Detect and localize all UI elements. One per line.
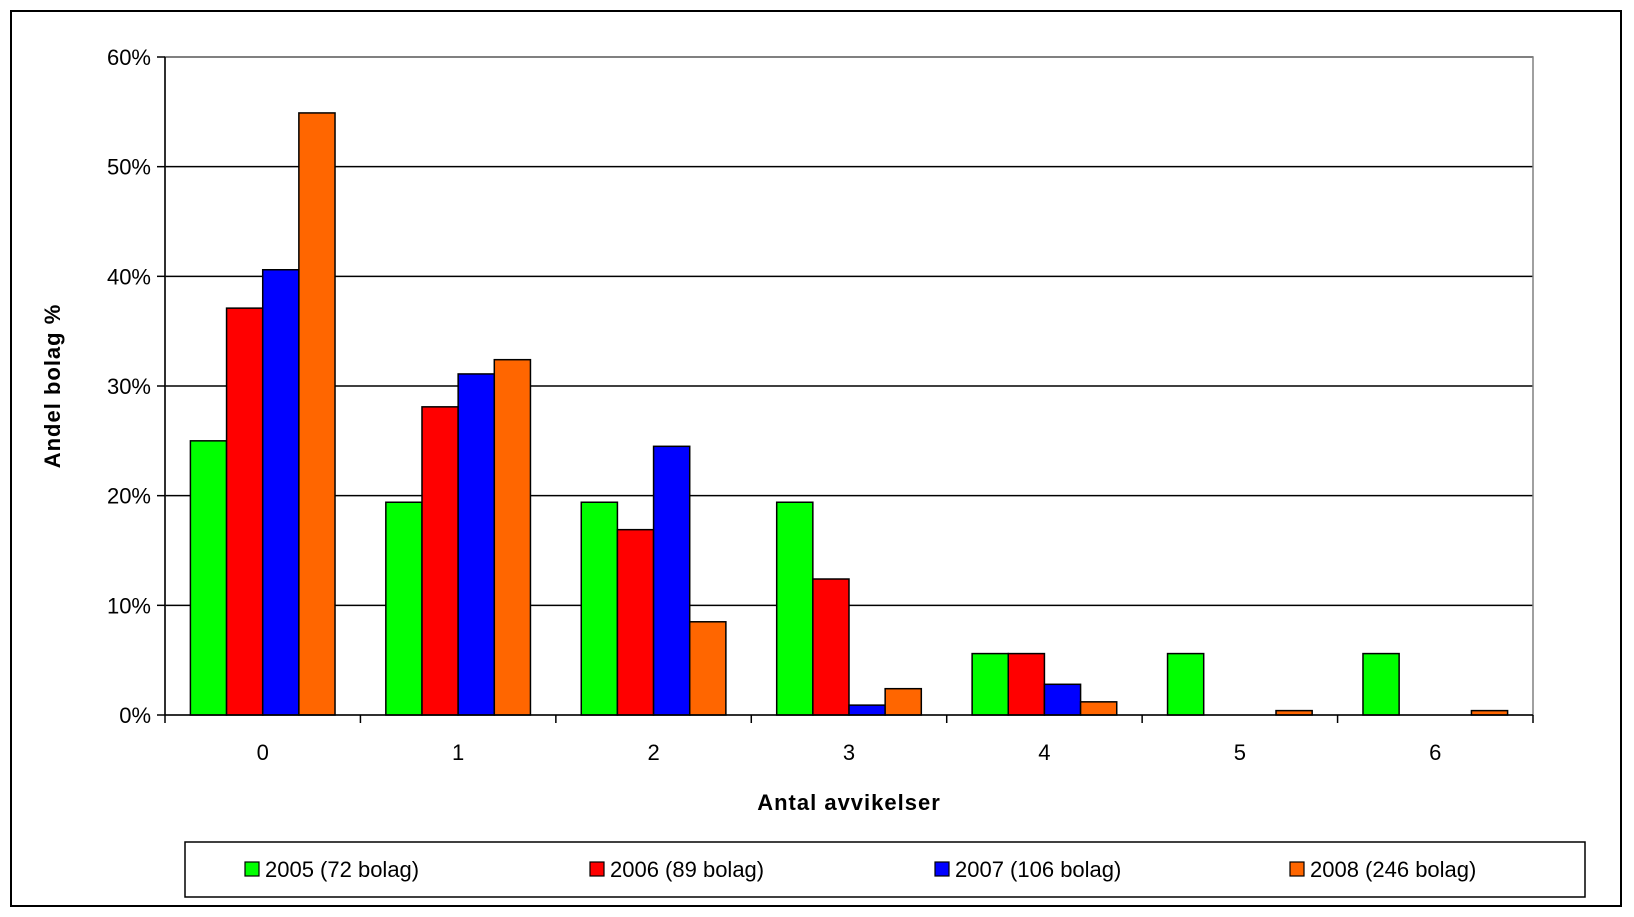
bar-2005-cat-5 <box>1166 652 1205 716</box>
bar-2008-cat-2 <box>688 621 727 716</box>
legend-label: 2005 (72 bolag) <box>265 857 419 882</box>
bar-2008-cat-3 <box>884 687 923 716</box>
legend: 2005 (72 bolag) 2006 (89 bolag) 2007 (106 … <box>184 841 1586 898</box>
bar-2005-cat-3 <box>775 501 814 716</box>
bar-2006-cat-0 <box>225 307 264 716</box>
bar-2007-cat-0 <box>261 269 300 716</box>
y-axis-title: Andel bolag % <box>40 304 65 469</box>
x-tick-label: 3 <box>843 740 855 765</box>
bar-2007-cat-1 <box>457 373 496 716</box>
x-tick-label: 5 <box>1234 740 1246 765</box>
y-tick-label: 0% <box>119 703 151 728</box>
bar-2005-cat-1 <box>385 501 423 716</box>
y-tick-label: 30% <box>107 374 151 399</box>
legend-swatch <box>934 861 950 877</box>
bar-2008-cat-1 <box>493 358 532 716</box>
x-tick-label: 6 <box>1429 740 1441 765</box>
bars <box>189 112 1509 716</box>
legend-label: 2006 (89 bolag) <box>610 857 764 882</box>
x-tick-label: 0 <box>257 740 269 765</box>
bar-2005-cat-6 <box>1362 652 1400 716</box>
bar-2006-cat-3 <box>812 578 850 716</box>
gridlines <box>165 56 1533 607</box>
legend-swatch <box>1289 861 1305 877</box>
bar-2005-cat-4 <box>971 652 1010 716</box>
bar-2005-cat-2 <box>580 501 619 716</box>
bar-2006-cat-1 <box>421 406 459 716</box>
legend-label: 2008 (246 bolag) <box>1310 857 1476 882</box>
bar-2007-cat-3 <box>848 704 886 716</box>
x-axis-title: Antal avvikelser <box>757 790 941 815</box>
bar-2008-cat-0 <box>298 112 336 716</box>
y-tick-label: 50% <box>107 155 151 180</box>
y-tick-label: 20% <box>107 484 151 509</box>
y-tick-labels: 0% 10% 20% 30% 40% 50% 60% <box>107 45 151 728</box>
bar-2005-cat-0 <box>189 440 228 716</box>
legend-swatch <box>244 861 260 877</box>
x-tick-label: 2 <box>647 740 659 765</box>
bar-2007-cat-4 <box>1043 683 1082 716</box>
y-tick-label: 10% <box>107 593 151 618</box>
y-tick-label: 40% <box>107 264 151 289</box>
axes <box>157 56 1534 723</box>
x-tick-labels: 0 1 2 3 4 5 6 <box>257 740 1442 765</box>
bar-2008-cat-4 <box>1079 701 1118 716</box>
legend-box <box>184 841 1586 898</box>
y-tick-label: 60% <box>107 45 151 70</box>
bar-2007-cat-2 <box>652 445 691 716</box>
x-tick-label: 1 <box>452 740 464 765</box>
x-tick-label: 4 <box>1038 740 1050 765</box>
legend-swatch <box>589 861 605 877</box>
bar-2006-cat-2 <box>616 528 655 716</box>
legend-label: 2007 (106 bolag) <box>955 857 1121 882</box>
bar-2006-cat-4 <box>1007 652 1046 716</box>
